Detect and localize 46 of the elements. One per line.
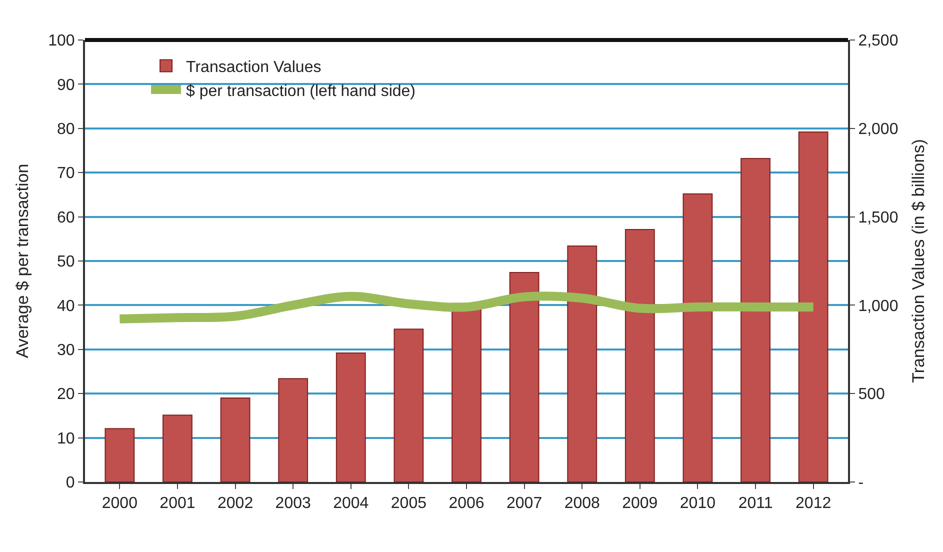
x-tick-label: 2002 <box>217 495 254 512</box>
y-tick-label: 10 <box>57 430 75 448</box>
y-tick-label: 80 <box>57 121 75 138</box>
x-tick-label: 2011 <box>738 495 773 512</box>
y-axis-title: Average $ per transaction <box>13 164 32 358</box>
y-tick-label: 0 <box>66 474 75 492</box>
bar <box>336 352 366 482</box>
y2-tick-label: - <box>858 474 864 492</box>
bar <box>220 398 250 482</box>
y2-tick-label: 1,500 <box>858 209 898 226</box>
bar <box>798 131 828 482</box>
y-tick-label: 90 <box>57 76 75 94</box>
x-tick-label: 2008 <box>564 495 600 512</box>
y-tick-label: 30 <box>57 342 75 359</box>
y2-tick-label: 1,000 <box>858 298 898 315</box>
bar <box>394 328 424 482</box>
x-tick-label: 2012 <box>796 495 832 512</box>
bar <box>104 428 135 482</box>
legend-label: $ per transaction (left hand side) <box>186 82 416 100</box>
bar <box>278 378 308 482</box>
y2-tick-label: 500 <box>858 386 885 404</box>
x-tick-label: 2001 <box>160 495 196 512</box>
bar <box>509 272 540 482</box>
y2-tick-label: 2,500 <box>858 32 898 50</box>
y2-axis-title: Transaction Values (in $ billions) <box>909 139 928 383</box>
bar <box>162 414 192 482</box>
legend-label: Transaction Values <box>186 58 322 76</box>
x-tick-label: 2009 <box>622 495 658 512</box>
x-tick-label: 2010 <box>680 495 716 512</box>
x-tick-label: 2003 <box>275 495 311 512</box>
x-tick-label: 2007 <box>506 495 542 512</box>
x-tick-label: 2000 <box>102 495 138 512</box>
bar <box>624 229 655 482</box>
y-tick-label: 100 <box>48 32 75 50</box>
y-tick-label: 20 <box>57 386 75 404</box>
x-tick-label: 2005 <box>390 495 427 512</box>
y-tick-label: 70 <box>57 165 75 182</box>
y2-tick-label: 2,000 <box>858 121 898 138</box>
y-tick-label: 60 <box>57 209 75 226</box>
bar <box>682 193 713 482</box>
y-tick-label: 40 <box>57 298 75 315</box>
bar <box>740 158 770 482</box>
x-tick-label: 2004 <box>333 495 369 512</box>
x-tick-label: 2006 <box>448 495 484 512</box>
bar <box>567 245 598 482</box>
y-tick-label: 50 <box>57 254 75 271</box>
